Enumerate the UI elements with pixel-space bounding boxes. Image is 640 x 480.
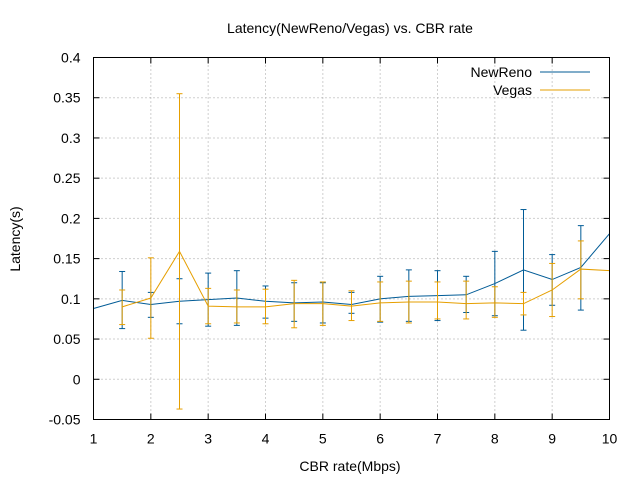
x-tick-label: 7 [434,431,442,447]
grid [93,57,610,420]
tick-labels: 1 2 3 4 5 6 7 8 9 10 -0.05 0 0.05 0.1 0.15 0.2 0.25 0.3 0.… [49,50,618,447]
y-tick-label: 0.05 [53,331,80,347]
ticks [93,57,610,420]
series-vegas [119,93,610,410]
x-tick-label: 9 [548,431,556,447]
y-tick-label: 0.35 [53,90,80,106]
y-tick-label: 0.25 [53,170,80,186]
y-tick-label: 0.15 [53,251,80,267]
plot-frame [93,57,610,420]
y-tick-label: 0 [73,371,81,387]
x-axis-label: CBR rate(Mbps) [299,458,400,474]
y-axis-label: Latency(s) [7,206,23,271]
legend-label-newreno: NewReno [471,64,533,80]
y-tick-label: 0.4 [61,50,81,66]
chart-title: Latency(NewReno/Vegas) vs. CBR rate [227,20,473,36]
y-tick-label: 0.2 [61,210,81,226]
x-tick-label: 10 [602,431,618,447]
series-line-vegas [122,250,610,308]
y-tick-label: 0.3 [61,130,81,146]
series-layer [93,93,610,410]
legend-label-vegas: Vegas [493,82,532,98]
x-tick-label: 1 [90,431,98,447]
x-tick-label: 8 [491,431,499,447]
x-tick-label: 6 [376,431,384,447]
x-tick-label: 5 [319,431,327,447]
x-tick-label: 3 [204,431,212,447]
y-tick-label: -0.05 [49,412,81,428]
x-tick-label: 4 [262,431,270,447]
y-tick-label: 0.1 [61,291,81,307]
x-tick-label: 2 [147,431,155,447]
legend: NewReno Vegas [471,64,590,98]
